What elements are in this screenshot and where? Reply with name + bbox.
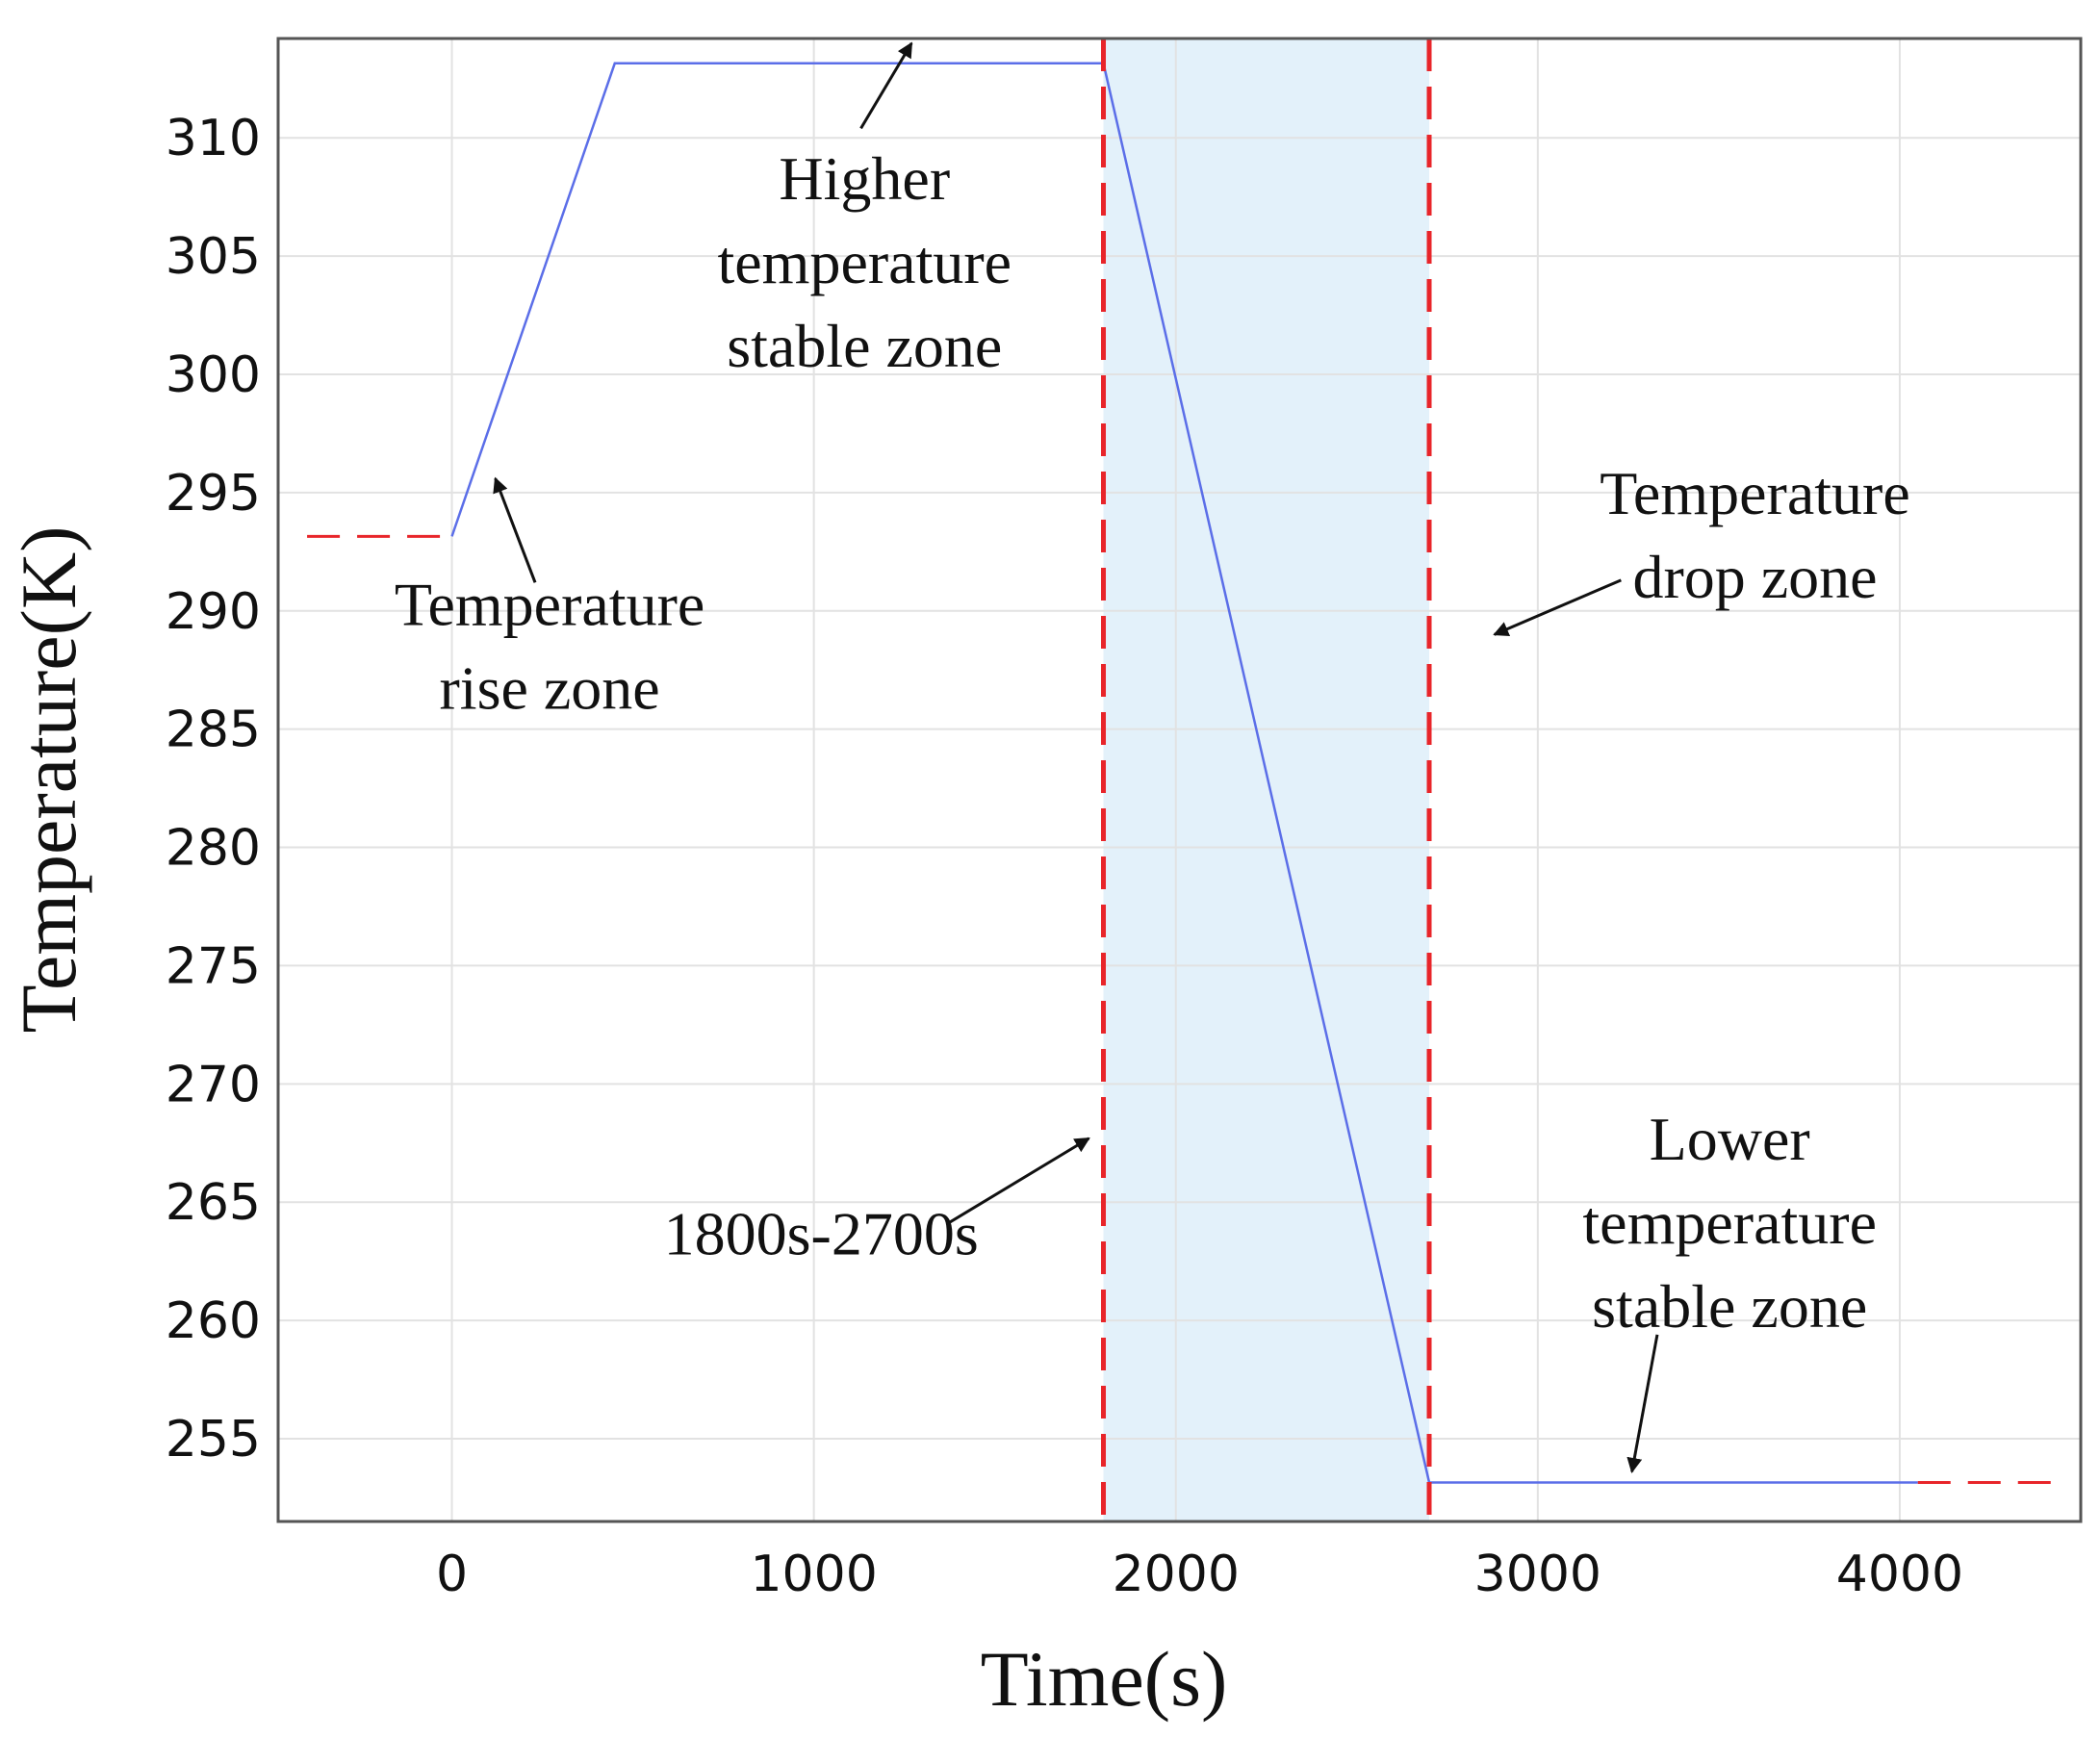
x-tick-label: 0 <box>436 1546 468 1603</box>
y-tick-label: 305 <box>166 228 261 286</box>
x-tick-label: 2000 <box>1113 1546 1240 1603</box>
annotation-layer: Temperature rise zone Higher temperature sta… <box>395 41 1910 1473</box>
y-tick-label: 290 <box>166 583 261 641</box>
y-tick-label: 280 <box>166 820 261 878</box>
annotation-text-lower: temperature <box>1582 1188 1877 1257</box>
y-tick-label: 295 <box>166 465 261 523</box>
y-tick-label: 260 <box>166 1292 261 1350</box>
vertical-marker-layer <box>1101 38 1432 1521</box>
x-tick-label: 3000 <box>1474 1546 1601 1603</box>
annotation-text-higher: temperature <box>717 228 1012 296</box>
y-tick-label: 255 <box>166 1411 261 1469</box>
annotation-text-higher: stable zone <box>727 312 1002 380</box>
annotation-text-lower: Lower <box>1650 1105 1810 1173</box>
y-tick-label: 270 <box>166 1056 261 1113</box>
grid-layer <box>278 38 2081 1521</box>
annotation-text-lower: stable zone <box>1592 1272 1867 1341</box>
x-tick-label: 4000 <box>1836 1546 1963 1603</box>
annotation-text-higher: Higher <box>779 144 950 213</box>
y-tick-label: 285 <box>166 702 261 759</box>
y-axis-title: Temperature(K) <box>5 526 92 1034</box>
plot-frame <box>276 37 2083 1523</box>
annotation-text-rise: rise zone <box>439 654 659 723</box>
x-axis-title: Time(s) <box>981 1635 1228 1723</box>
shaded-cooling-region-layer <box>1103 38 1430 1521</box>
annotation-text-period: 1800s-2700s <box>664 1199 979 1267</box>
annotation-arrow-rise <box>493 476 537 583</box>
shaded-cooling-region <box>1103 38 1430 1521</box>
annotation-arrow-lower <box>1626 1334 1659 1473</box>
y-tick-label: 300 <box>166 346 261 404</box>
annotation-text-drop: drop zone <box>1632 543 1877 611</box>
annotation-arrow-higher <box>859 41 913 130</box>
y-tick-label: 275 <box>166 937 261 995</box>
y-tick-label: 265 <box>166 1174 261 1232</box>
annotation-text-drop: Temperature <box>1600 459 1909 527</box>
annotation-arrow-drop <box>1493 578 1622 637</box>
annotation-text-rise: Temperature <box>395 571 704 639</box>
annotation-arrow-period <box>947 1137 1090 1225</box>
tick-label-layer: 0 1000 2000 3000 4000 255 260 265 270 275 280 285 29… <box>166 110 1963 1603</box>
x-tick-label: 1000 <box>750 1546 877 1603</box>
y-tick-label: 310 <box>166 110 261 167</box>
